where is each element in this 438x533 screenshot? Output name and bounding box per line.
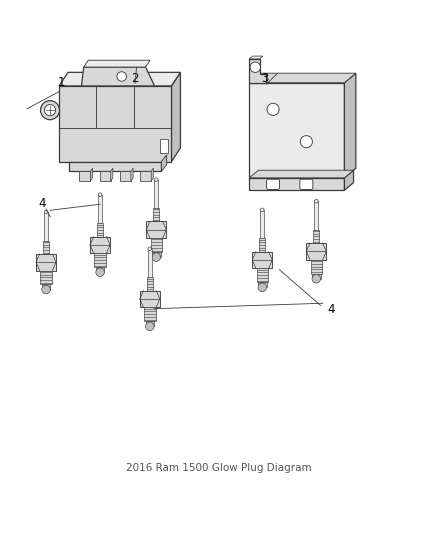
Circle shape (148, 247, 152, 251)
Bar (79, 172, 90, 181)
Bar (59, 86, 171, 161)
Circle shape (261, 208, 264, 212)
Circle shape (96, 268, 104, 277)
Polygon shape (171, 72, 180, 161)
Circle shape (267, 103, 279, 116)
Circle shape (40, 101, 60, 120)
Circle shape (314, 199, 318, 203)
Bar (261, 210, 264, 238)
Bar (43, 240, 49, 254)
Bar (148, 249, 152, 277)
Bar (160, 139, 168, 152)
Bar (249, 83, 344, 178)
Bar (44, 212, 48, 240)
Bar (69, 161, 161, 172)
Text: 3: 3 (261, 72, 268, 85)
Bar (146, 221, 166, 238)
Text: 1: 1 (57, 76, 65, 89)
Bar (252, 252, 272, 268)
Bar (144, 308, 155, 321)
Circle shape (258, 283, 267, 292)
Polygon shape (249, 56, 263, 59)
Bar (120, 172, 131, 181)
FancyBboxPatch shape (267, 179, 279, 189)
Polygon shape (131, 168, 133, 181)
Polygon shape (90, 168, 92, 181)
Bar (313, 230, 319, 243)
Circle shape (117, 72, 127, 81)
Circle shape (312, 274, 321, 283)
Polygon shape (249, 170, 353, 178)
Bar (311, 260, 322, 273)
Bar (151, 238, 162, 252)
Bar (249, 178, 344, 190)
Bar (258, 282, 267, 287)
Text: 2: 2 (131, 72, 138, 85)
Bar (145, 321, 154, 326)
Bar (96, 267, 104, 272)
Polygon shape (151, 168, 153, 181)
Text: 4: 4 (328, 303, 335, 316)
Bar (306, 243, 326, 260)
Bar (312, 273, 321, 279)
Circle shape (98, 193, 102, 197)
Polygon shape (84, 60, 150, 67)
Bar (140, 290, 160, 308)
Polygon shape (81, 67, 155, 86)
Bar (140, 172, 151, 181)
Bar (314, 201, 318, 230)
Circle shape (42, 285, 50, 294)
Text: 2016 Ram 1500 Glow Plug Diagram: 2016 Ram 1500 Glow Plug Diagram (126, 464, 312, 473)
Bar (90, 237, 110, 253)
Bar (259, 238, 265, 252)
Bar (97, 223, 103, 237)
Circle shape (44, 104, 56, 116)
Bar (40, 271, 52, 284)
Circle shape (250, 62, 261, 72)
Bar (98, 195, 102, 223)
FancyBboxPatch shape (300, 179, 313, 189)
Bar (42, 284, 50, 289)
Circle shape (145, 322, 154, 330)
Circle shape (155, 178, 158, 181)
Bar (147, 277, 153, 290)
Bar (155, 180, 158, 208)
Polygon shape (161, 155, 167, 172)
Bar (153, 208, 159, 221)
Bar (257, 268, 268, 282)
Text: 4: 4 (38, 197, 46, 211)
Bar (152, 252, 161, 257)
Polygon shape (344, 73, 356, 178)
Bar (94, 253, 106, 267)
Circle shape (152, 253, 161, 261)
Polygon shape (59, 72, 180, 86)
Polygon shape (249, 73, 356, 83)
Polygon shape (111, 168, 113, 181)
Polygon shape (344, 170, 353, 190)
Circle shape (300, 135, 312, 148)
Bar (36, 254, 56, 271)
Polygon shape (249, 59, 266, 83)
Circle shape (44, 210, 48, 214)
Bar (99, 172, 111, 181)
